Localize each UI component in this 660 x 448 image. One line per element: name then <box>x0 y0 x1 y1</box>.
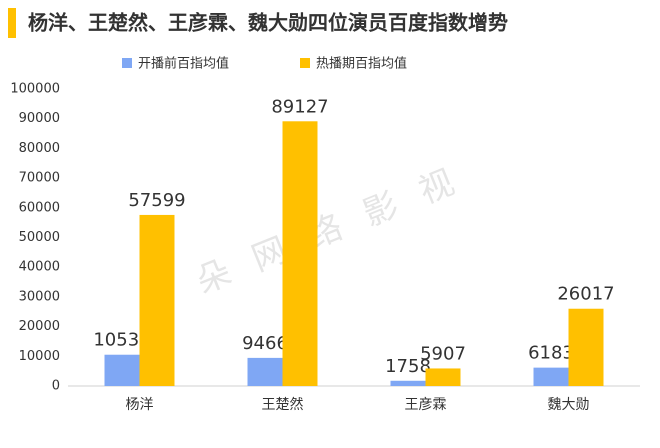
y-tick-label: 90000 <box>19 111 60 126</box>
data-label: 10532 <box>93 330 150 351</box>
data-label: 57599 <box>128 190 185 211</box>
title-accent <box>8 8 16 38</box>
data-label: 1758 <box>385 356 431 377</box>
y-tick-label: 80000 <box>19 141 60 156</box>
y-tick-label: 40000 <box>19 260 60 275</box>
bar <box>282 121 318 386</box>
data-label: 5907 <box>420 343 466 364</box>
y-tick-label: 20000 <box>19 319 60 334</box>
y-tick-label: 100000 <box>10 82 60 97</box>
data-label: 26017 <box>557 284 614 305</box>
bar <box>425 368 461 386</box>
x-tick-label: 杨洋 <box>126 397 154 413</box>
bar <box>104 354 140 386</box>
bar <box>568 308 604 386</box>
legend-swatch <box>300 58 310 68</box>
x-tick-label: 王楚然 <box>262 396 304 413</box>
data-label: 9466 <box>242 333 288 354</box>
y-tick-label: 50000 <box>19 230 60 245</box>
legend-swatch <box>122 58 132 68</box>
legend-label: 热播期百指均值 <box>316 56 407 72</box>
x-tick-label: 魏大勋 <box>548 397 590 413</box>
legend-label: 开播前百指均值 <box>138 56 229 72</box>
x-tick-label: 王彦霖 <box>405 397 447 413</box>
y-tick-label: 0 <box>52 379 60 394</box>
bar <box>247 357 283 386</box>
bar <box>390 380 426 386</box>
bar <box>533 367 569 386</box>
y-tick-label: 60000 <box>19 200 60 215</box>
y-tick-label: 10000 <box>19 349 60 364</box>
chart-title: 杨洋、王楚然、王彦霖、魏大勋四位演员百度指数增势 <box>28 11 508 35</box>
bar <box>139 214 175 386</box>
y-tick-label: 30000 <box>19 289 60 304</box>
data-label: 6183 <box>528 343 574 364</box>
y-tick-label: 70000 <box>19 171 60 186</box>
data-label: 89127 <box>271 96 328 117</box>
